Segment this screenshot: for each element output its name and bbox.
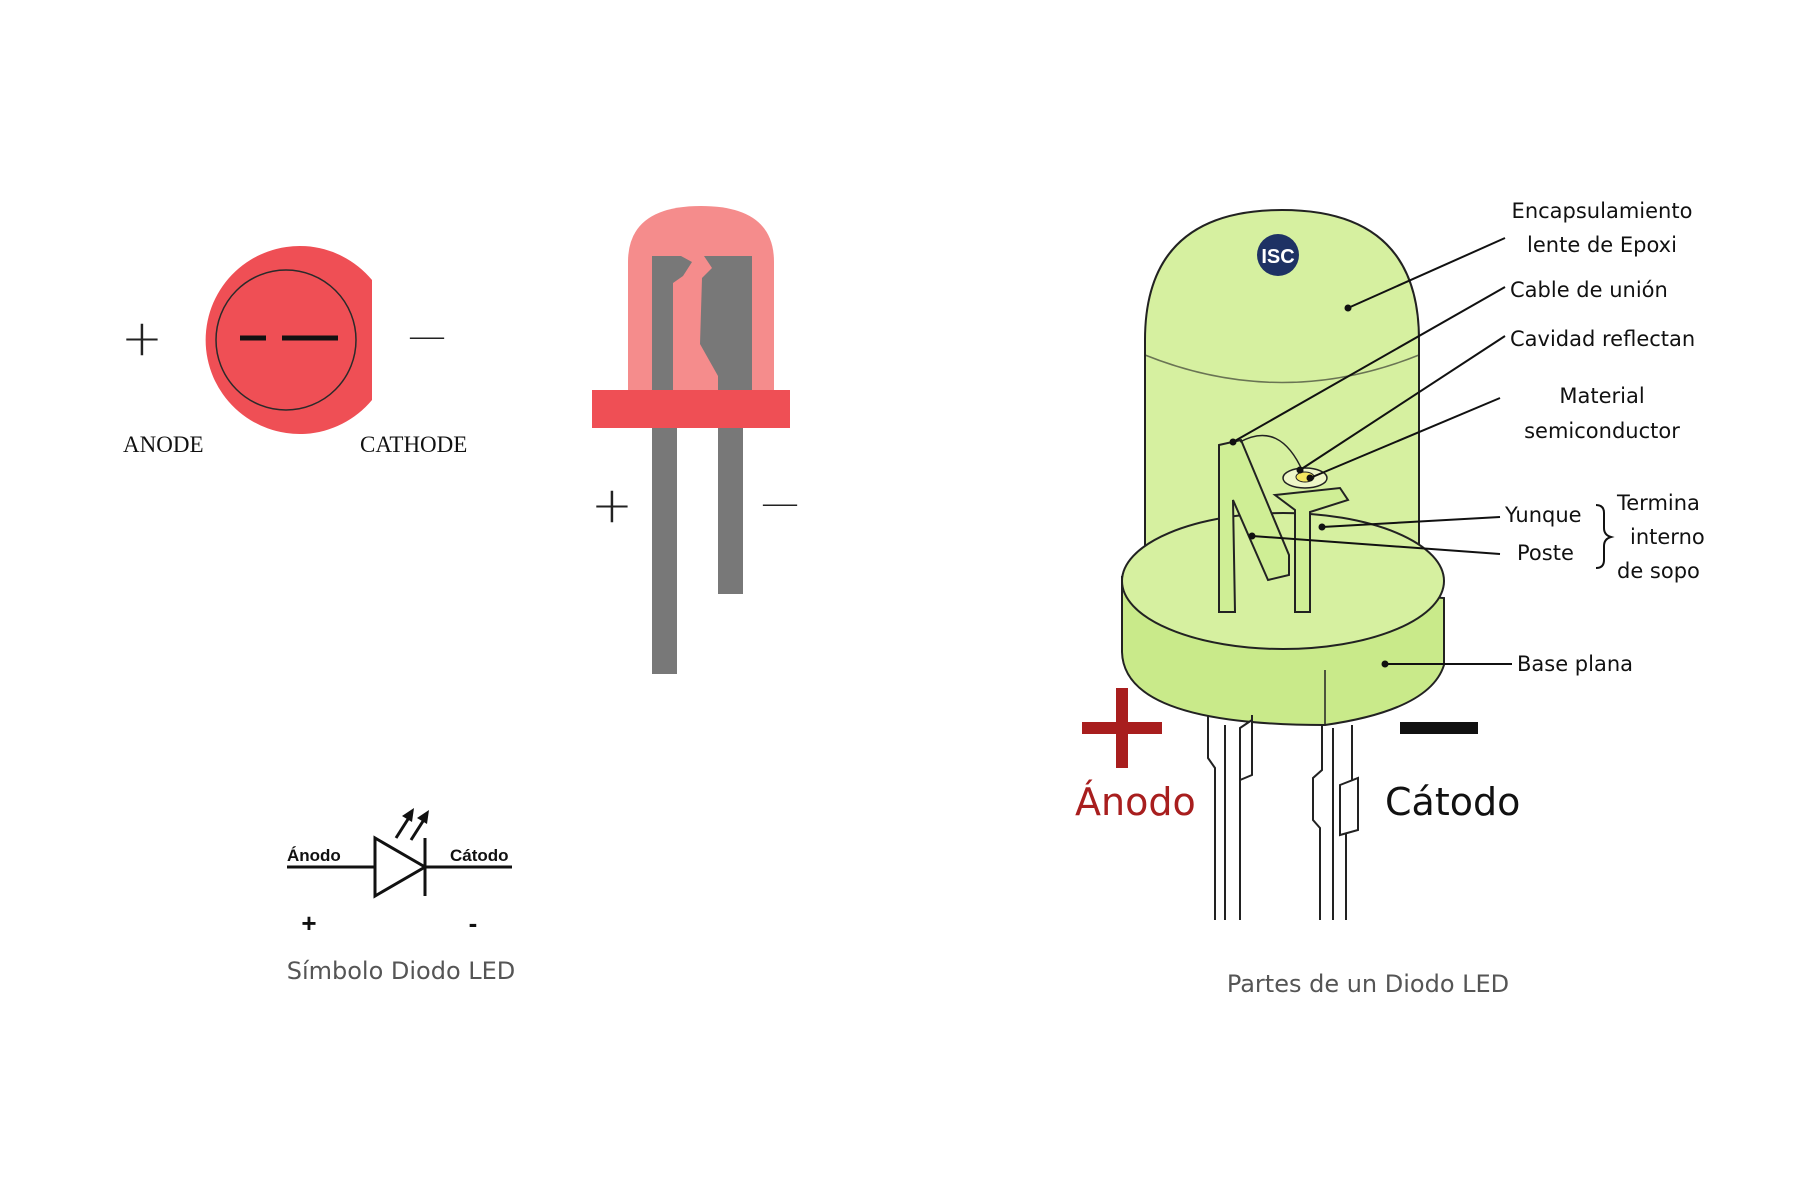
label-terminal-line3: de sopo (1617, 559, 1700, 583)
callout-line-reflective-cavity (1299, 335, 1506, 471)
side-view-plus-sign: + (591, 476, 633, 534)
callout-dot-bond-wire (1229, 438, 1237, 446)
symbol-caption: Símbolo Diodo LED (287, 957, 516, 985)
callout-line-anvil (1321, 516, 1501, 528)
symbol-anode-label: Ánodo (287, 846, 341, 865)
side-view-minus-sign: — (761, 481, 799, 525)
callout-dot-flat-base (1381, 660, 1389, 668)
parts-cathode-label: Cátodo (1385, 780, 1520, 824)
top-view-minus-sign: — (408, 314, 446, 358)
label-semiconductor-line2: semiconductor (1524, 419, 1680, 443)
top-view-plus-sign: + (121, 309, 163, 367)
callout-line-bond-wire (1232, 286, 1506, 443)
led-side-view-flange (592, 390, 790, 428)
parts-plus-sign-vertical (1116, 688, 1128, 768)
isc-logo: ISC (1261, 246, 1294, 268)
led-parts-diagram: ISC Ánodo Cátodo Encapsulamiento lente (1075, 199, 1705, 998)
symbol-minus-sign: - (469, 908, 478, 938)
led-parts-anode-lead-bend (1239, 718, 1253, 782)
symbol-light-arrowhead-2 (417, 810, 429, 824)
callout-line-post (1251, 535, 1501, 555)
led-parts-cathode-lead-bend (1339, 776, 1359, 837)
label-encapsulation-line2: lente de Epoxi (1527, 233, 1677, 257)
led-parts-epoxy-dome (1144, 208, 1420, 615)
label-flat-base: Base plana (1517, 652, 1633, 676)
led-top-view: + — ANODE CATHODE (121, 245, 467, 457)
symbol-light-arrow-2 (409, 817, 427, 841)
terminal-brace (1595, 504, 1615, 569)
led-top-view-lens (215, 269, 357, 411)
label-terminal-line2: interno (1630, 525, 1705, 549)
callout-line-encapsulation (1347, 237, 1506, 309)
label-encapsulation-line1: Encapsulamiento (1512, 199, 1693, 223)
led-side-view: + — (591, 206, 799, 674)
led-schematic-symbol: Ánodo Cátodo + - Símbolo Diodo LED (287, 808, 516, 985)
led-side-view-dome (628, 206, 774, 392)
led-parts-post (1272, 486, 1350, 613)
parts-anode-label: Ánodo (1075, 780, 1196, 824)
label-semiconductor-line1: Material (1559, 384, 1644, 408)
led-parts-dome-rim (1144, 354, 1420, 384)
isc-logo-badge (1257, 234, 1299, 276)
callout-line-semiconductor (1309, 397, 1501, 479)
label-bond-wire: Cable de unión (1510, 278, 1668, 302)
led-parts-bond-wire (1239, 434, 1304, 473)
callout-lines (1232, 237, 1512, 665)
callout-dot-anvil (1318, 523, 1326, 531)
label-post: Poste (1517, 541, 1574, 565)
parts-minus-sign (1400, 722, 1478, 734)
symbol-light-arrowhead-1 (402, 808, 414, 822)
symbol-light-arrow-1 (394, 815, 412, 839)
label-reflective-cavity: Cavidad reflectan (1510, 327, 1695, 351)
led-side-view-cathode-lead (718, 428, 743, 594)
symbol-plus-sign: + (301, 908, 316, 938)
led-side-view-anode-lead (652, 428, 677, 674)
callout-dot-encapsulation (1344, 304, 1352, 312)
callout-dot-reflective-cavity (1296, 466, 1304, 474)
label-terminal-line1: Termina (1616, 491, 1700, 515)
parts-caption: Partes de un Diodo LED (1227, 970, 1509, 998)
symbol-cathode-label: Cátodo (450, 846, 509, 865)
top-view-anode-label: ANODE (123, 432, 204, 457)
symbol-diode-triangle (373, 835, 428, 899)
top-view-cathode-label: CATHODE (360, 432, 467, 457)
led-side-view-anvil-left (652, 256, 692, 390)
led-parts-flange-top (1121, 512, 1445, 650)
callout-dot-semiconductor (1306, 474, 1314, 482)
led-parts-anvil (1218, 438, 1290, 613)
label-anvil: Yunque (1504, 503, 1582, 527)
led-side-view-anvil-right (700, 256, 752, 390)
callout-dot-post (1248, 532, 1256, 540)
